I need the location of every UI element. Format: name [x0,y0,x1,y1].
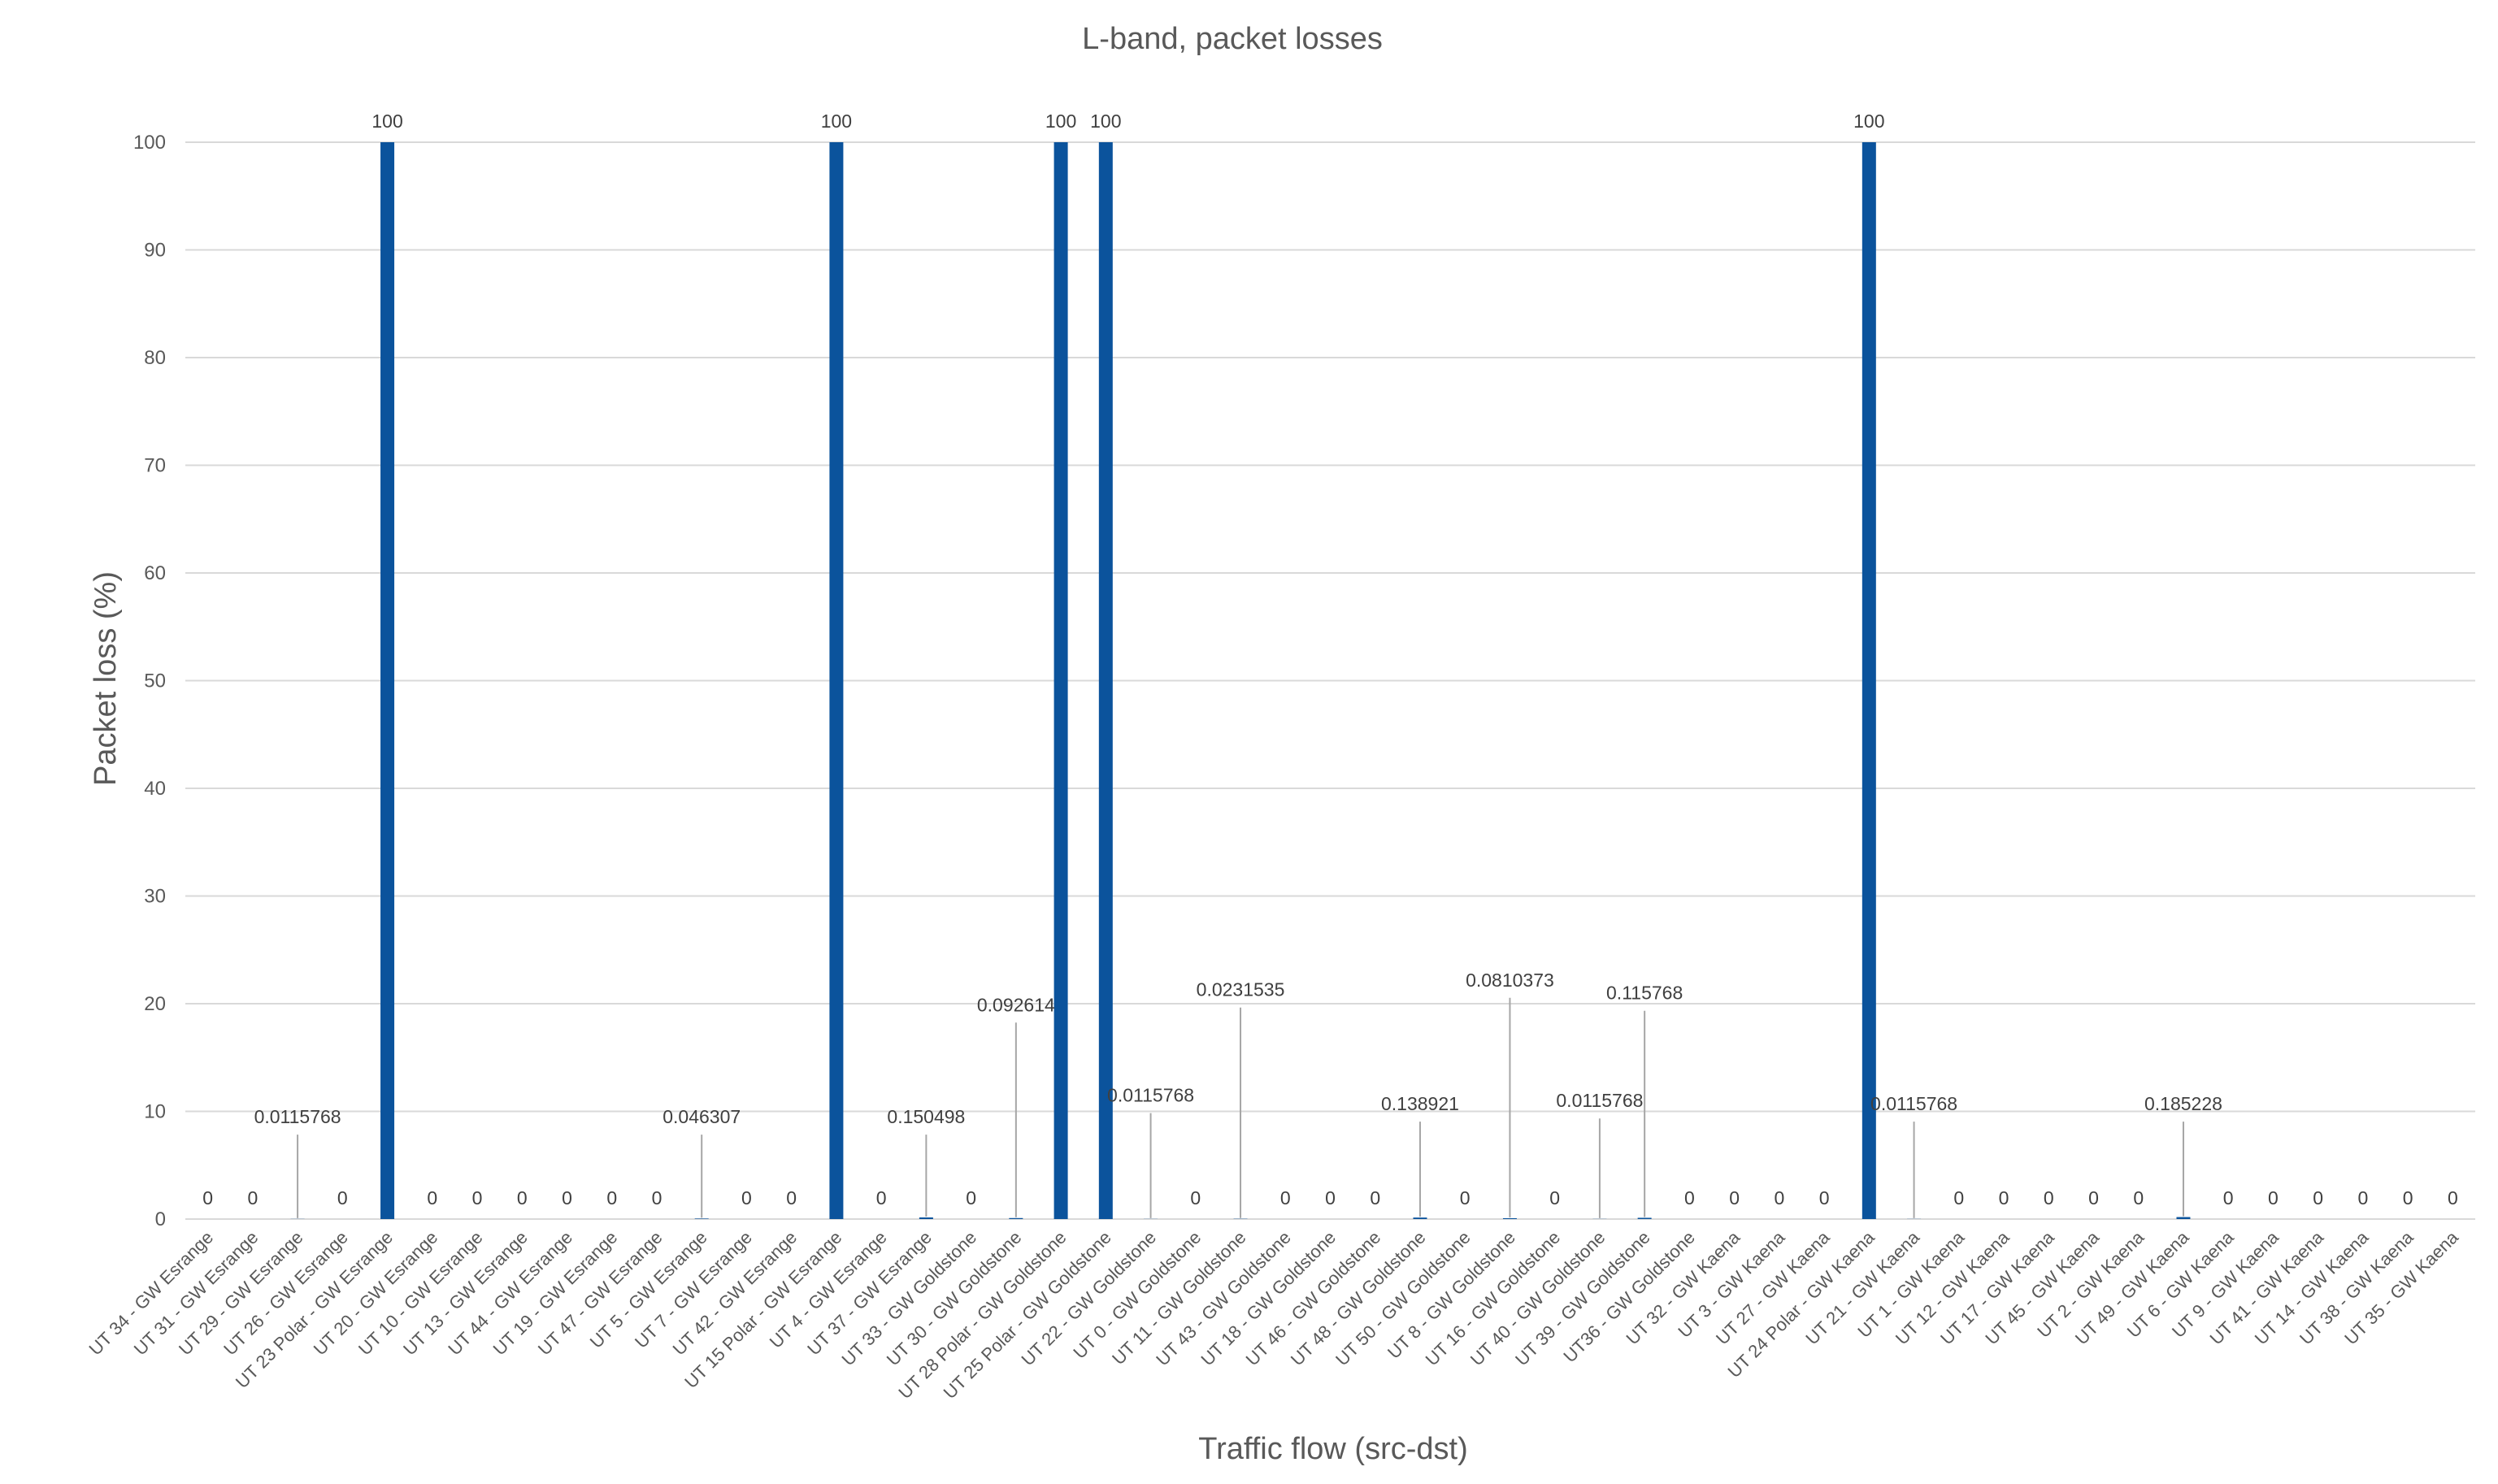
data-label: 0 [1774,1187,1784,1208]
data-label: 0 [2448,1187,2458,1208]
data-label: 0 [202,1187,213,1208]
bar [1009,1217,1023,1219]
bar [1862,142,1876,1219]
bar [694,1218,709,1219]
data-label: 0 [337,1187,348,1208]
data-label: 0 [2088,1187,2099,1208]
y-tick-label: 10 [144,1101,166,1123]
bar [380,142,395,1219]
data-label: 100 [1045,111,1076,132]
data-label: 100 [821,111,852,132]
data-label: 0.138921 [1381,1093,1459,1114]
data-label: 0 [1729,1187,1740,1208]
data-label: 100 [371,111,402,132]
leader-lines [297,997,2184,1218]
bars [290,142,2191,1219]
data-label: 0 [1325,1187,1336,1208]
data-label: 0.0115768 [1107,1085,1194,1106]
y-tick-label: 50 [144,670,166,692]
data-label: 0 [652,1187,663,1208]
data-labels: 0 0 0.0115768 0 100 0 0 0 0 0 0 0.046307 0 0 100 0 0.150… [202,111,2458,1208]
data-label: 0 [1999,1187,2009,1208]
data-label: 0 [1460,1187,1471,1208]
chart-title: L-band, packet losses [1082,22,1383,56]
y-tick-label: 0 [155,1208,166,1230]
data-label: 0 [1190,1187,1201,1208]
bar [1637,1217,1652,1219]
data-label: 0.0115768 [1556,1090,1643,1111]
data-label: 0 [2358,1187,2369,1208]
data-label: 0 [2268,1187,2279,1208]
data-label: 0.0115768 [1870,1093,1957,1114]
data-label: 0 [1549,1187,1560,1208]
data-label: 0 [2223,1187,2234,1208]
data-label: 0 [741,1187,752,1208]
data-label: 0 [1819,1187,1830,1208]
data-label: 100 [1090,111,1121,132]
y-axis-ticks: 0 10 20 30 40 50 60 70 80 90 100 [133,132,166,1230]
data-label: 0 [2044,1187,2054,1208]
data-label: 0 [1684,1187,1695,1208]
data-label: 0 [2313,1187,2323,1208]
bar [2176,1217,2191,1219]
bar [1054,142,1068,1219]
data-label: 0 [472,1187,483,1208]
data-label: 0.046307 [663,1106,741,1127]
data-label: 0 [876,1187,887,1208]
data-label: 0 [2133,1187,2144,1208]
data-label: 0 [1953,1187,1964,1208]
y-tick-label: 70 [144,455,166,477]
data-label: 0 [1370,1187,1380,1208]
data-label: 100 [1853,111,1884,132]
data-label: 0 [427,1187,437,1208]
bar [829,142,844,1219]
gridlines [185,141,2475,1220]
bar [1413,1217,1427,1219]
data-label: 0 [786,1187,797,1208]
data-label: 0 [606,1187,617,1208]
bar [919,1217,933,1219]
data-label: 0 [562,1187,572,1208]
y-tick-label: 20 [144,993,166,1015]
y-tick-label: 30 [144,886,166,908]
data-label: 0 [517,1187,528,1208]
data-label: 0 [2403,1187,2413,1208]
data-label: 0.150498 [887,1106,965,1127]
bar [1098,142,1113,1219]
data-label: 0.0810373 [1466,970,1554,991]
y-tick-label: 80 [144,347,166,369]
data-label: 0 [966,1187,976,1208]
y-tick-label: 40 [144,778,166,800]
y-tick-label: 90 [144,240,166,262]
x-axis-title: Traffic flow (src-dst) [1198,1432,1467,1466]
y-axis-title: Packet loss (%) [89,571,123,786]
data-label: 0 [1280,1187,1291,1208]
data-label: 0.185228 [2144,1093,2222,1114]
data-label: 0.0231535 [1197,979,1285,1000]
data-label: 0 [247,1187,258,1208]
bar [1502,1217,1517,1219]
data-label: 0.0115768 [254,1106,341,1127]
y-tick-label: 100 [133,132,166,154]
data-label: 0.115768 [1606,983,1683,1004]
y-tick-label: 60 [144,562,166,584]
data-label: 0.092614 [977,994,1055,1015]
